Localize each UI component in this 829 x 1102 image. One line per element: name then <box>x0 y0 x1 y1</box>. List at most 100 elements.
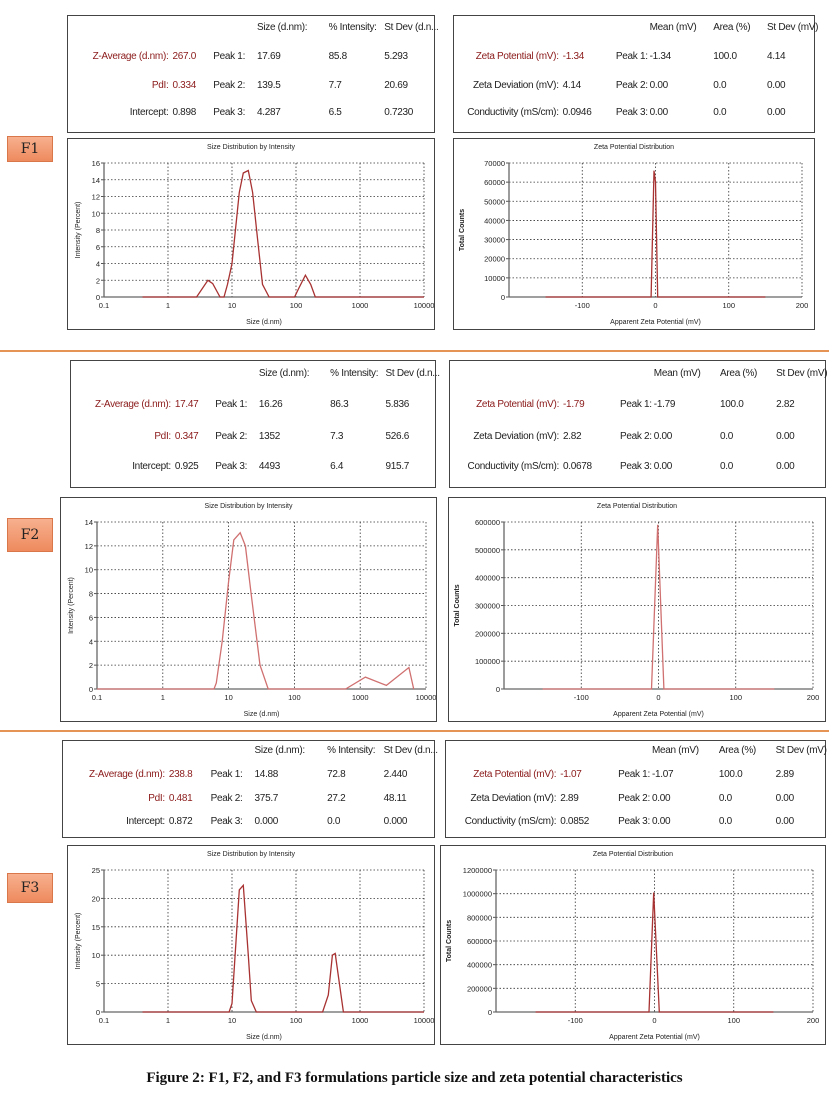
peak-value: 72.8 <box>327 768 346 780</box>
y-tick-label: 600000 <box>467 937 492 946</box>
row-label: Z-Average (d.nm): <box>88 768 165 780</box>
row-value: -1.34 <box>562 50 585 62</box>
peak-value: 100.0 <box>718 768 743 780</box>
peak-value: 0.0 <box>713 107 727 119</box>
peak-label: Peak 1: <box>618 768 650 780</box>
x-tick-label: 200 <box>807 1016 820 1025</box>
row-value: 0.334 <box>172 79 196 91</box>
x-tick-label: 10000 <box>414 301 434 310</box>
peak-value: 0.0 <box>720 460 734 472</box>
figure-caption: Figure 2: F1, F2, and F3 formulations pa… <box>0 1070 829 1087</box>
column-header: St Dev (mV) <box>767 21 819 33</box>
y-tick-label: 1200000 <box>463 866 492 875</box>
column-header: Size (d.nm): <box>254 744 306 756</box>
distribution-curve <box>542 524 775 690</box>
peak-label: Peak 1: <box>615 50 648 62</box>
y-tick-label: 600000 <box>475 518 500 527</box>
zeta-results-table: Mean (mV) Area (%) St Dev (mV) Zeta Potenti… <box>453 15 819 133</box>
y-tick-label: 25 <box>92 866 100 875</box>
column-header: Area (%) <box>720 367 758 379</box>
peak-value: 0.00 <box>767 79 786 91</box>
peak-value: 2.440 <box>383 768 408 780</box>
column-header: Area (%) <box>718 744 756 756</box>
peak-value: 4.287 <box>256 107 281 119</box>
column-header: % Intensity: <box>327 744 376 756</box>
peak-value: 0.000 <box>254 815 279 827</box>
column-header: St Dev (d.n... <box>384 21 439 33</box>
row-label: Zeta Potential (mV): <box>475 50 559 62</box>
peak-value: 100.0 <box>720 399 744 411</box>
row-label: Intercept: <box>129 107 169 119</box>
peak-value: 0.00 <box>776 430 795 442</box>
y-axis-label: Intensity (Percent) <box>75 202 82 259</box>
row-label: Conductivity (mS/cm): <box>464 815 557 827</box>
row-value: 4.14 <box>562 79 582 91</box>
peak-value: 7.3 <box>330 430 344 442</box>
zeta-distribution-chart: Zeta Potential Distribution 0 200000 400000… <box>440 845 826 1045</box>
row-value: 267.0 <box>172 50 196 62</box>
x-axis-label: Apparent Zeta Potential (mV) <box>609 1034 700 1041</box>
size-results-table: Size (d.nm): % Intensity: St Dev (d.n... Z-… <box>62 740 438 838</box>
x-tick-label: 100 <box>727 1016 740 1025</box>
peak-label: Peak 1: <box>210 768 243 780</box>
x-tick-label: 1000 <box>352 1016 369 1025</box>
x-tick-label: 0.1 <box>99 1016 109 1025</box>
peak-value: 48.11 <box>383 792 407 804</box>
y-tick-label: 10 <box>85 566 93 575</box>
y-tick-label: 2 <box>89 661 93 670</box>
y-tick-label: 0 <box>96 293 100 302</box>
size-results-table: Size (d.nm): % Intensity: St Dev (d.n... Z-… <box>70 360 440 488</box>
x-tick-label: 100 <box>722 301 735 310</box>
size-distribution-chart: Size Distribution by Intensity 0 2 4 6 8 10 12 1… <box>67 138 435 330</box>
x-tick-label: 1 <box>166 301 170 310</box>
x-axis-label: Apparent Zeta Potential (mV) <box>613 711 704 718</box>
column-header: St Dev (d.n... <box>383 744 438 756</box>
peak-value: 6.4 <box>330 460 344 472</box>
size-distribution-chart: Size Distribution by Intensity 0 5 10 15 20 25… <box>67 845 435 1045</box>
x-tick-label: 200 <box>796 301 809 310</box>
x-tick-label: 10 <box>224 693 232 702</box>
column-header: Mean (mV) <box>649 21 697 33</box>
peak-label: Peak 1: <box>215 399 248 411</box>
y-tick-label: 14 <box>92 176 100 185</box>
peak-label: Peak 3: <box>213 107 246 119</box>
y-tick-label: 30000 <box>484 236 505 245</box>
column-header: % Intensity: <box>328 21 377 33</box>
chart-svg: Zeta Potential Distribution 0 100000 200000… <box>454 503 819 718</box>
y-tick-label: 60000 <box>484 178 505 187</box>
peak-value: 2.82 <box>776 399 795 411</box>
y-tick-label: 0 <box>96 1008 100 1017</box>
peak-value: 0.0 <box>718 815 732 827</box>
peak-value: 85.8 <box>328 50 348 62</box>
y-tick-label: 2 <box>96 276 100 285</box>
row-value: -1.07 <box>560 768 582 780</box>
peak-value: 0.00 <box>649 107 669 119</box>
y-tick-label: 200000 <box>467 984 492 993</box>
x-axis-label: Size (d.nm) <box>246 319 282 326</box>
peak-value: 0.0 <box>720 430 734 442</box>
chart-svg: Size Distribution by Intensity 0 2 4 6 8 10 12 1… <box>68 503 436 718</box>
chart-title: Size Distribution by Intensity <box>205 503 293 510</box>
formulation-label: F1 <box>7 136 53 162</box>
zeta-results-table: Mean (mV) Area (%) St Dev (mV) Zeta Potenti… <box>445 740 827 838</box>
chart-svg: Size Distribution by Intensity 0 5 10 15 20 25… <box>75 851 434 1041</box>
x-tick-label: -100 <box>574 693 589 702</box>
peak-label: Peak 2: <box>615 79 648 91</box>
peak-label: Peak 1: <box>619 399 652 411</box>
divider <box>0 730 829 732</box>
peak-value: 0.00 <box>776 460 795 472</box>
column-header: Area (%) <box>713 21 751 33</box>
x-tick-label: 100 <box>290 1016 303 1025</box>
x-tick-label: 1 <box>166 1016 170 1025</box>
peak-value: 915.7 <box>385 460 410 472</box>
peak-value: 0.0 <box>713 79 727 91</box>
y-tick-label: 800000 <box>467 913 492 922</box>
peak-value: -1.34 <box>649 50 672 62</box>
row-value: 0.481 <box>168 792 193 804</box>
column-header: Size (d.nm): <box>258 367 310 379</box>
chart-title: Zeta Potential Distribution <box>594 144 674 151</box>
peak-value: 5.836 <box>385 399 410 411</box>
column-header: Size (d.nm): <box>256 21 308 33</box>
x-tick-label: 10000 <box>414 1016 434 1025</box>
row-value: 0.0946 <box>562 107 592 119</box>
